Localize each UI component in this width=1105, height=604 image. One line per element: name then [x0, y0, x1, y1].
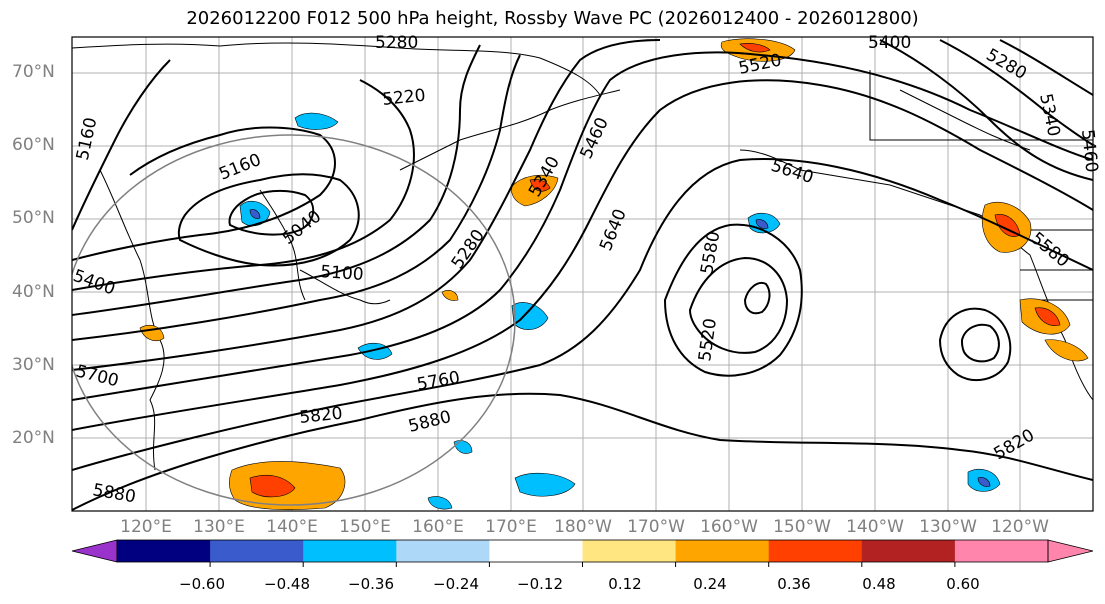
anomaly-negative-patch [514, 472, 576, 497]
anomaly-positive-patch [1044, 339, 1089, 362]
height-contours [72, 39, 1093, 511]
colorbar-cell [210, 540, 304, 562]
colorbar-cell [861, 540, 956, 562]
colorbar-tick-label: −0.24 [433, 575, 479, 593]
lat-label-50n: 50°N [12, 208, 55, 228]
reference-circle [72, 134, 516, 506]
lat-label-70n: 70°N [12, 62, 55, 82]
anomaly-positive-patch [441, 290, 459, 301]
lon-label-170e: 170°E [485, 517, 537, 537]
anomaly-negative-patch [511, 302, 549, 330]
contour-label: 5400 [868, 33, 911, 53]
colorbar-tick-label: 0.48 [862, 575, 896, 593]
anomaly-positive-patch [739, 43, 771, 53]
map-title: 2026012200 F012 500 hPa height, Rossby W… [186, 8, 919, 29]
anomaly-negative-patch [294, 112, 339, 130]
lat-label-60n: 60°N [12, 135, 55, 155]
colorbar-tick-label: 0.36 [777, 575, 811, 593]
contour-label: 5460 [1077, 128, 1101, 173]
contour-label: 5220 [381, 86, 426, 110]
lon-label-170w: 170°W [627, 517, 685, 537]
lon-label-120e: 120°E [120, 517, 172, 537]
colorbar-tick-label: −0.48 [264, 575, 310, 593]
anomaly-positive-patch [529, 179, 551, 192]
colorbar [71, 539, 1094, 567]
lon-label-140w: 140°W [846, 517, 904, 537]
colorbar-tick-label: 0.60 [946, 575, 980, 593]
lon-label-130w: 130°W [919, 517, 977, 537]
anomaly-shading [139, 38, 1089, 510]
anomaly-negative-patch [977, 477, 991, 487]
gridlines [72, 37, 1093, 511]
colorbar-cell [675, 540, 770, 562]
colorbar-cell [954, 540, 1049, 562]
colorbar-cell [582, 540, 677, 562]
lon-label-150e: 150°E [339, 517, 391, 537]
lon-label-180w: 180°W [554, 517, 612, 537]
contour-label: 5100 [320, 262, 365, 285]
colorbar-tick-label: −0.36 [348, 575, 394, 593]
colorbar-tick-label: 0.24 [693, 575, 727, 593]
anomaly-negative-patch [755, 219, 769, 229]
colorbar-tick-label: 0.12 [608, 575, 642, 593]
anomaly-positive-patch [249, 475, 296, 498]
lon-label-130e: 130°E [193, 517, 245, 537]
lon-label-160e: 160°E [412, 517, 464, 537]
anomaly-negative-patch [249, 209, 261, 219]
lon-label-160w: 160°W [700, 517, 758, 537]
contour-label: 5280 [375, 33, 418, 53]
lon-label-140e: 140°E [266, 517, 318, 537]
lon-label-120w: 120°W [991, 517, 1049, 537]
lon-label-150w: 150°W [773, 517, 831, 537]
colorbar-cell [489, 540, 583, 562]
colorbar-cell [117, 540, 211, 562]
contour-label: 5820 [298, 404, 343, 428]
colorbar-tick-label: −0.12 [517, 575, 563, 593]
colorbar-cell [396, 540, 490, 562]
anomaly-negative-patch [427, 496, 453, 510]
anomaly-positive-patch [1034, 307, 1061, 326]
colorbar-cell [768, 540, 863, 562]
colorbar-arrow-left [71, 539, 118, 563]
colorbar-cell [303, 540, 397, 562]
lat-label-20n: 20°N [12, 428, 55, 448]
colorbar-arrow-right [1047, 539, 1094, 563]
colorbar-tick-label: −0.60 [179, 575, 225, 593]
lat-label-40n: 40°N [12, 282, 55, 302]
lat-label-30n: 30°N [12, 355, 55, 375]
map-frame [71, 36, 1094, 512]
